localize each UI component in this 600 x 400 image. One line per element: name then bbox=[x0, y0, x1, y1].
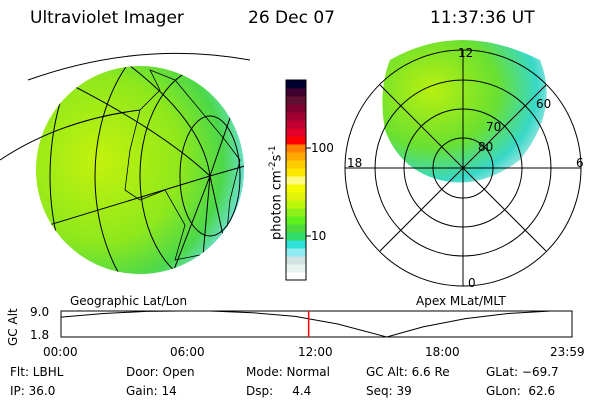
colorbar bbox=[285, 79, 311, 281]
colorbar-swatch bbox=[286, 88, 306, 97]
colorbar-swatch bbox=[286, 224, 306, 233]
colorbar-swatch bbox=[286, 176, 306, 185]
polar-mlt-plot bbox=[344, 40, 582, 287]
colorbar-tick-100: 100 bbox=[311, 141, 334, 155]
xtick-0: 00:00 bbox=[43, 345, 78, 359]
mlt-label-6: 6 bbox=[576, 156, 584, 170]
colorbar-swatch bbox=[286, 104, 306, 113]
colorbar-frame bbox=[285, 79, 307, 281]
date-label: 26 Dec 07 bbox=[248, 8, 335, 28]
colorbar-label: photon cm-2s-1 bbox=[268, 146, 284, 240]
filter-status: Flt: LBHL bbox=[10, 365, 64, 379]
mlat-label-60: 60 bbox=[536, 97, 552, 111]
door-status: Door: Open bbox=[126, 365, 195, 379]
colorbar-swatch bbox=[286, 160, 306, 169]
gc-alt-curve bbox=[60, 310, 572, 338]
colorbar-swatch bbox=[286, 200, 306, 209]
left-panel-label: Geographic Lat/Lon bbox=[70, 294, 188, 308]
colorbar-swatch bbox=[286, 168, 306, 177]
colorbar-swatch bbox=[286, 136, 306, 145]
colorbar-label-s: s bbox=[269, 154, 285, 162]
timeline-ymax: 9.0 bbox=[30, 305, 50, 319]
colorbar-swatch bbox=[286, 264, 306, 273]
xtick-3: 18:00 bbox=[425, 345, 460, 359]
xtick-2: 12:00 bbox=[298, 345, 333, 359]
colorbar-swatch bbox=[286, 152, 306, 161]
ip-status: IP: 36.0 bbox=[10, 384, 56, 398]
colorbar-swatch bbox=[286, 208, 306, 217]
mlt-label-0: 0 bbox=[468, 276, 476, 290]
colorbar-swatch bbox=[286, 192, 306, 201]
colorbar-swatch bbox=[286, 272, 306, 281]
instrument-title: Ultraviolet Imager bbox=[30, 8, 184, 28]
colorbar-label-exp2: -1 bbox=[268, 145, 278, 155]
colorbar-swatch bbox=[286, 112, 306, 121]
geographic-image bbox=[0, 52, 251, 274]
colorbar-swatch bbox=[286, 256, 306, 265]
colorbar-swatch bbox=[286, 232, 306, 241]
colorbar-swatch bbox=[286, 80, 306, 89]
mlat-label-70: 70 bbox=[486, 120, 502, 134]
gc-alt-timeline bbox=[60, 310, 573, 338]
xtick-1: 06:00 bbox=[170, 345, 205, 359]
colorbar-swatch bbox=[286, 216, 306, 225]
glon-status: GLon: 62.6 bbox=[486, 384, 556, 398]
colorbar-swatch bbox=[286, 96, 306, 105]
colorbar-swatch bbox=[286, 120, 306, 129]
colorbar-label-exp1: -2 bbox=[268, 161, 278, 171]
colorbar-swatch bbox=[286, 248, 306, 257]
glat-status: GLat: −69.7 bbox=[486, 365, 559, 379]
colorbar-swatch bbox=[286, 144, 306, 153]
seq-status: Seq: 39 bbox=[366, 384, 412, 398]
colorbar-swatch bbox=[286, 184, 306, 193]
mlt-label-18: 18 bbox=[347, 156, 363, 170]
dsp-status: Dsp: 4.4 bbox=[246, 384, 312, 398]
colorbar-label-text: photon cm bbox=[269, 170, 285, 240]
xtick-4: 23:59 bbox=[550, 345, 585, 359]
colorbar-tick-10: 10 bbox=[311, 229, 327, 243]
right-panel-label: Apex MLat/MLT bbox=[416, 294, 506, 308]
mlt-label-12: 12 bbox=[458, 46, 474, 60]
colorbar-swatch bbox=[286, 240, 306, 249]
mlat-label-80: 80 bbox=[478, 140, 494, 154]
gc-alt-status: GC Alt: 6.6 Re bbox=[366, 365, 450, 379]
timeline-ylabel: GC Alt bbox=[6, 308, 20, 346]
gain-status: Gain: 14 bbox=[126, 384, 177, 398]
colorbar-swatch bbox=[286, 128, 306, 137]
mode-status: Mode: Normal bbox=[246, 365, 330, 379]
timeline-ymin: 1.8 bbox=[30, 328, 50, 342]
time-label: 11:37:36 UT bbox=[430, 8, 535, 28]
